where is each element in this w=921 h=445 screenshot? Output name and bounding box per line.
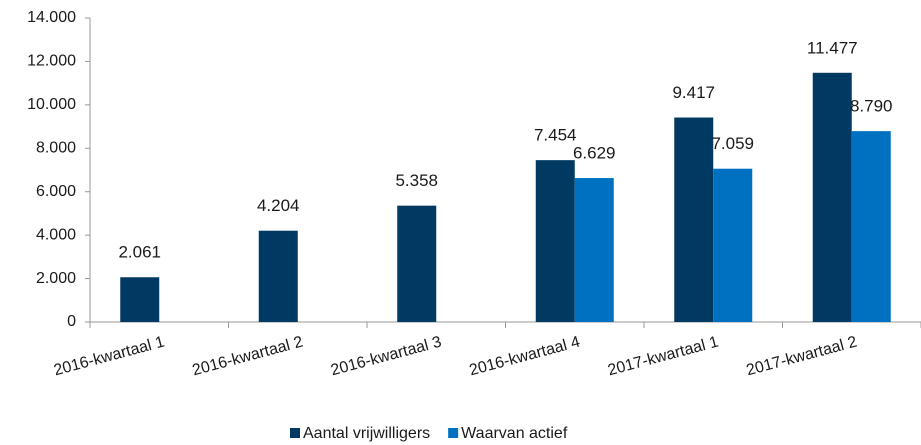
legend-label: Waarvan actief [461, 425, 568, 442]
legend-swatch [448, 428, 459, 438]
y-tick-label: 8.000 [36, 140, 76, 157]
value-label: 6.629 [573, 144, 616, 163]
y-tick-label: 10.000 [27, 96, 76, 113]
bar [812, 72, 852, 322]
bar [535, 160, 575, 322]
value-label: 7.454 [534, 126, 577, 145]
x-tick-label: 2016-kwartaal 1 [52, 333, 166, 379]
value-label: 7.059 [711, 134, 754, 153]
value-label: 9.417 [672, 83, 715, 102]
legend-swatch [290, 428, 300, 438]
value-label: 5.358 [395, 171, 438, 190]
bar [397, 205, 437, 322]
y-tick-label: 4.000 [36, 226, 76, 243]
x-tick-label: 2017-kwartaal 2 [745, 333, 859, 379]
bar [674, 117, 714, 322]
value-label: 8.790 [850, 97, 893, 116]
bar [851, 131, 891, 322]
y-tick-label: 14.000 [27, 9, 76, 26]
legend-label: Aantal vrijwilligers [303, 425, 430, 442]
value-label: 4.204 [257, 196, 300, 215]
y-tick-label: 0 [67, 313, 76, 330]
bar [574, 178, 614, 322]
y-tick-label: 2.000 [36, 270, 76, 287]
x-tick-label: 2017-kwartaal 1 [606, 333, 720, 379]
x-tick-label: 2016-kwartaal 2 [191, 333, 305, 379]
bar [258, 230, 298, 322]
x-tick-label: 2016-kwartaal 3 [329, 333, 443, 379]
value-label: 2.061 [118, 243, 161, 262]
value-label: 11.477 [807, 38, 858, 57]
bar [713, 168, 753, 322]
x-tick-label: 2016-kwartaal 4 [468, 333, 582, 379]
y-tick-label: 12.000 [27, 53, 76, 70]
y-tick-label: 6.000 [36, 183, 76, 200]
bar [120, 277, 160, 322]
